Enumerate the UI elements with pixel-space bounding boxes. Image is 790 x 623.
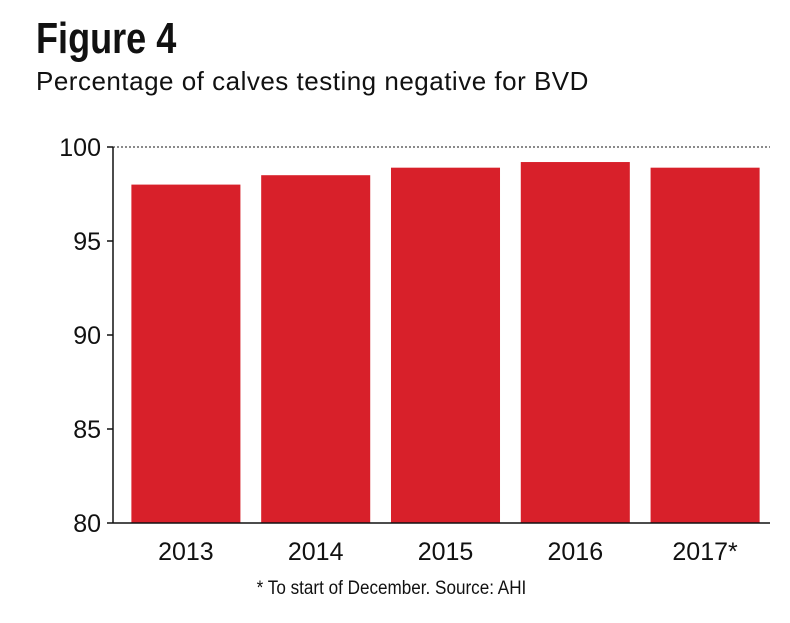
x-tick-label: 2017* [672,538,738,566]
y-tick-label: 95 [73,228,101,256]
y-tick-label: 90 [73,322,101,350]
bar-2017 [650,167,760,523]
figure-title: Figure 4 [36,14,177,63]
x-tick-label: 2016 [547,538,603,566]
x-tick-label: 2015 [418,538,474,566]
bar-2016 [520,162,630,524]
bar-2014 [261,175,371,523]
y-tick-label: 100 [59,134,101,162]
bar-2015 [390,167,501,523]
bar-2013 [131,184,241,523]
y-tick-label: 85 [73,416,101,444]
y-tick-label: 80 [73,510,101,538]
footnote: * To start of December. Source: AHI [256,578,527,599]
x-tick-label: 2013 [158,538,214,566]
x-tick-label: 2014 [288,538,344,566]
figure-subtitle: Percentage of calves testing negative fo… [36,66,589,96]
